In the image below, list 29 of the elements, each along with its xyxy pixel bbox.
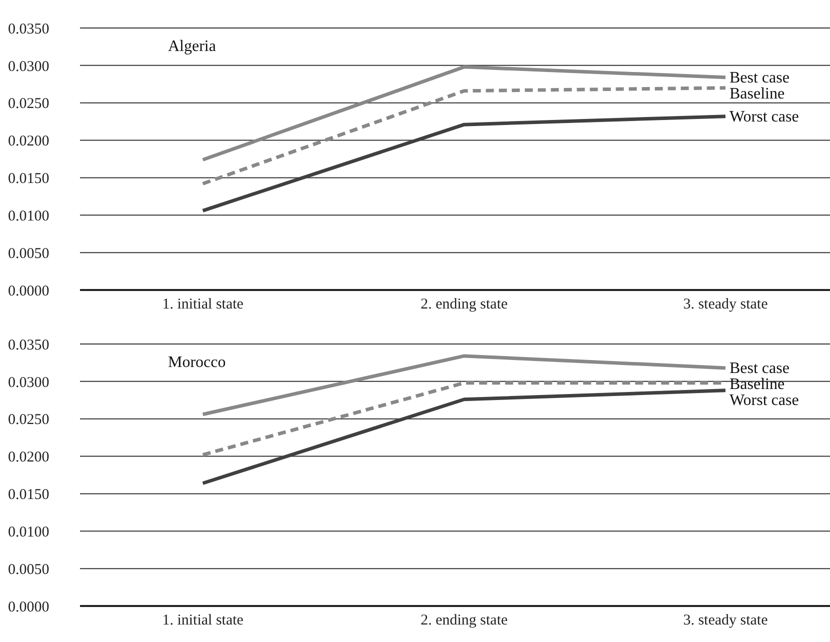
- x-tick-label: 1. initial state: [162, 296, 244, 313]
- text: Algeria: [168, 38, 216, 56]
- y-tick-label: 0.0050: [8, 562, 50, 578]
- y-tick-label: 0.0150: [8, 171, 50, 188]
- series-label: Baseline: [729, 85, 785, 102]
- y-tick-label: 0.0200: [8, 450, 50, 466]
- x-tick-label: 2. ending state: [420, 612, 508, 629]
- y-tick-label: 0.0300: [8, 58, 50, 75]
- y-tick-label: 0.0250: [8, 412, 50, 428]
- y-tick-label: 0.0350: [8, 21, 50, 38]
- y-tick-label: 0.0000: [8, 283, 50, 300]
- x-tick-label: 2. ending state: [420, 296, 508, 313]
- y-tick-label: 0.0100: [8, 208, 50, 224]
- x-tick-label: 3. steady state: [683, 296, 768, 313]
- y-tick-label: 0.0300: [8, 374, 50, 391]
- x-tick-label: 1. initial state: [162, 612, 244, 629]
- x-tick-label: 3. steady state: [683, 612, 768, 629]
- y-tick-label: 0.0050: [8, 246, 50, 262]
- y-tick-label: 0.0150: [8, 487, 50, 504]
- series-label: Worst case: [729, 392, 799, 409]
- series-label: Worst case: [729, 108, 799, 126]
- series-label: Best case: [729, 360, 790, 377]
- y-tick-label: 0.0200: [8, 134, 50, 150]
- series-label: Best case: [729, 69, 790, 86]
- y-tick-label: 0.0000: [8, 599, 50, 616]
- y-tick-label: 0.0250: [8, 96, 50, 112]
- y-tick-label: 0.0350: [8, 337, 50, 354]
- y-tick-label: 0.0100: [8, 524, 50, 540]
- text: Morocco: [168, 354, 226, 372]
